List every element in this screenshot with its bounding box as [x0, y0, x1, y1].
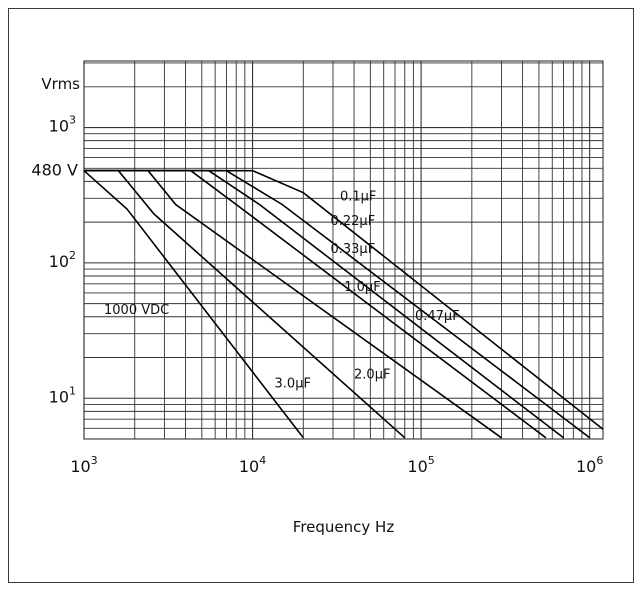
- y-tick-label: 103: [49, 114, 76, 136]
- annotation-label: 1000 VDC: [104, 303, 169, 318]
- frequency-voltage-chart: 0.1µF 0.22µF 0.33µF 1.0µF 0.47µF 2.0µF 3.0µF 10…: [31, 60, 604, 536]
- series-label: 0.22µF: [330, 214, 375, 229]
- labels: 0.1µF 0.22µF 0.33µF 1.0µF 0.47µF 2.0µF 3.0µF 10…: [31, 75, 603, 536]
- series-label: 0.1µF: [340, 189, 376, 204]
- series-label: 1.0µF: [344, 280, 380, 295]
- series-label: 0.47µF: [415, 309, 460, 324]
- x-axis-title: Frequency Hz: [293, 518, 395, 536]
- series-label: 0.33µF: [330, 242, 375, 257]
- x-tick-label: 106: [576, 454, 603, 476]
- y-tick-label: 102: [49, 249, 76, 271]
- series-label: 3.0µF: [275, 377, 311, 392]
- y-marker-label: 480 V: [31, 161, 78, 180]
- y-axis-title: Vrms: [41, 75, 80, 93]
- curve-30F: [83, 170, 304, 439]
- y-tick-label: 101: [49, 384, 76, 406]
- grid: [83, 60, 604, 440]
- curve-20F: [84, 169, 406, 439]
- series-label: 2.0µF: [354, 367, 390, 382]
- x-tick-label: 103: [70, 454, 97, 476]
- x-tick-label: 104: [239, 454, 266, 476]
- curve-01F: [84, 169, 604, 430]
- curves: [83, 169, 604, 439]
- chart-frame: 0.1µF 0.22µF 0.33µF 1.0µF 0.47µF 2.0µF 3.0µF 10…: [8, 8, 634, 583]
- x-tick-label: 105: [407, 454, 434, 476]
